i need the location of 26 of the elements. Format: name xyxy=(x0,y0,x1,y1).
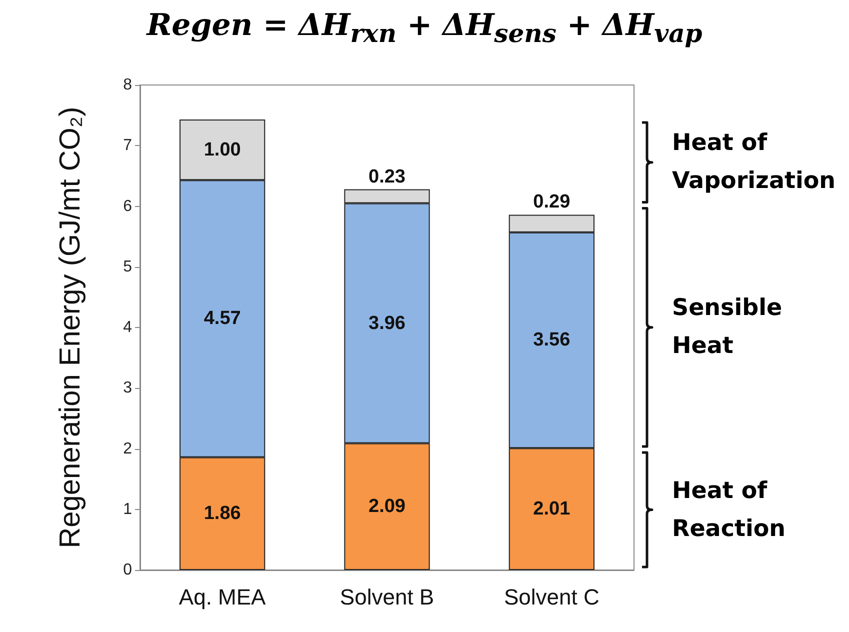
y-tick-label: 2 xyxy=(123,440,132,458)
text: Heat of Vaporization xyxy=(672,129,837,196)
y-tick-label: 8 xyxy=(123,76,132,94)
y-tick-label: 5 xyxy=(123,258,132,276)
data-label: 1.00 xyxy=(204,139,241,160)
text: Sensible Heat xyxy=(672,294,784,362)
chart-title: Regen = ΔH$_{rxn}$ + ΔH$_{sens}$ + ΔH$_{vap}$ xyxy=(145,8,704,48)
y-tick-label: 0 xyxy=(123,562,132,578)
y-tick-label: 3 xyxy=(123,380,132,397)
data-label: 2.09 xyxy=(368,496,406,518)
text: Heat of Reaction xyxy=(672,476,787,544)
x-tick-label: Aq. MEA xyxy=(178,584,266,610)
data-label: 2.01 xyxy=(533,498,571,520)
data-label: 1.86 xyxy=(204,503,241,524)
data-label: 3.96 xyxy=(368,312,406,334)
data-label: 0.29 xyxy=(533,192,570,213)
y-tick-label: 1 xyxy=(123,500,132,518)
data-label: 3.56 xyxy=(533,330,570,351)
data-label: 4.57 xyxy=(204,308,241,330)
x-tick-label: Solvent C xyxy=(504,584,600,610)
y-tick-label: 6 xyxy=(123,198,132,215)
y-axis-title: Regeneration Energy (GJ/mt CO₂) xyxy=(54,106,86,548)
x-tick-label: Solvent B xyxy=(340,584,434,610)
y-tick-label: 7 xyxy=(123,137,132,154)
data-label: 0.23 xyxy=(368,166,406,188)
y-tick-label: 4 xyxy=(123,319,132,336)
